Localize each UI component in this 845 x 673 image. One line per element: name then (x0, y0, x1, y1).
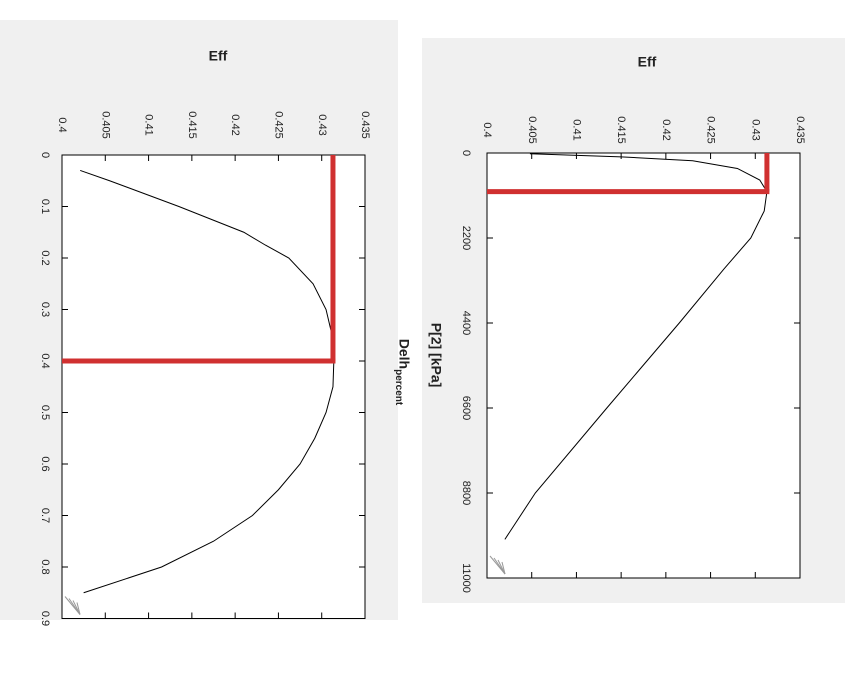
x-tick-label: 11000 (460, 563, 472, 593)
x-tick-label: 0.7 (39, 508, 51, 523)
plot-area (61, 154, 366, 619)
chart-title: Eff (638, 54, 657, 70)
x-tick-label: 0.3 (39, 302, 51, 317)
y-tick-label: 0.42 (660, 119, 672, 140)
y-tick-label: 0.415 (186, 111, 198, 139)
x-tick-label: 0.6 (39, 456, 51, 471)
axis-label-sub: percent (393, 369, 404, 406)
x-tick-label: 0 (39, 152, 51, 158)
x-tick-label: 6600 (460, 396, 472, 420)
y-tick-label: 0.435 (359, 111, 371, 139)
hatch (501, 561, 506, 575)
hatch (72, 600, 81, 615)
y-tick-label: 0.415 (615, 116, 627, 144)
y-tick-label: 0.41 (143, 114, 155, 135)
y-tick-label: 0.42 (229, 114, 241, 135)
x-tick-label: 0.8 (39, 559, 51, 574)
x-tick-label: 0.5 (39, 405, 51, 420)
x-tick-label: 0.4 (39, 353, 51, 368)
x-tick-label: 0.1 (39, 199, 51, 214)
y-tick-label: 0.405 (99, 111, 111, 139)
y-tick-label: 0.4 (56, 117, 68, 132)
x-tick-label: 8800 (460, 481, 472, 505)
x-tick-label: 4400 (460, 311, 472, 335)
hatch (76, 602, 81, 615)
x-tick-label: 0.2 (39, 250, 51, 265)
hatch (497, 559, 506, 575)
y-tick-label: 0.43 (316, 114, 328, 135)
y-tick-label: 0.4 (481, 122, 493, 137)
y-tick-label: 0.435 (794, 116, 806, 144)
y-tick-label: 0.43 (749, 119, 761, 140)
data-line (504, 153, 768, 540)
y-tick-label: 0.41 (571, 119, 583, 140)
x-tick-label: 0.9 (39, 611, 51, 626)
y-tick-label: 0.405 (526, 116, 538, 144)
y-tick-label: 0.425 (273, 111, 285, 139)
y-tick-label: 0.425 (705, 116, 717, 144)
axis-label: P[2] [kPa] (428, 323, 444, 388)
x-tick-label: 2200 (460, 226, 472, 250)
x-tick-label: 0 (460, 150, 472, 156)
chart-title: Eff (209, 48, 228, 64)
